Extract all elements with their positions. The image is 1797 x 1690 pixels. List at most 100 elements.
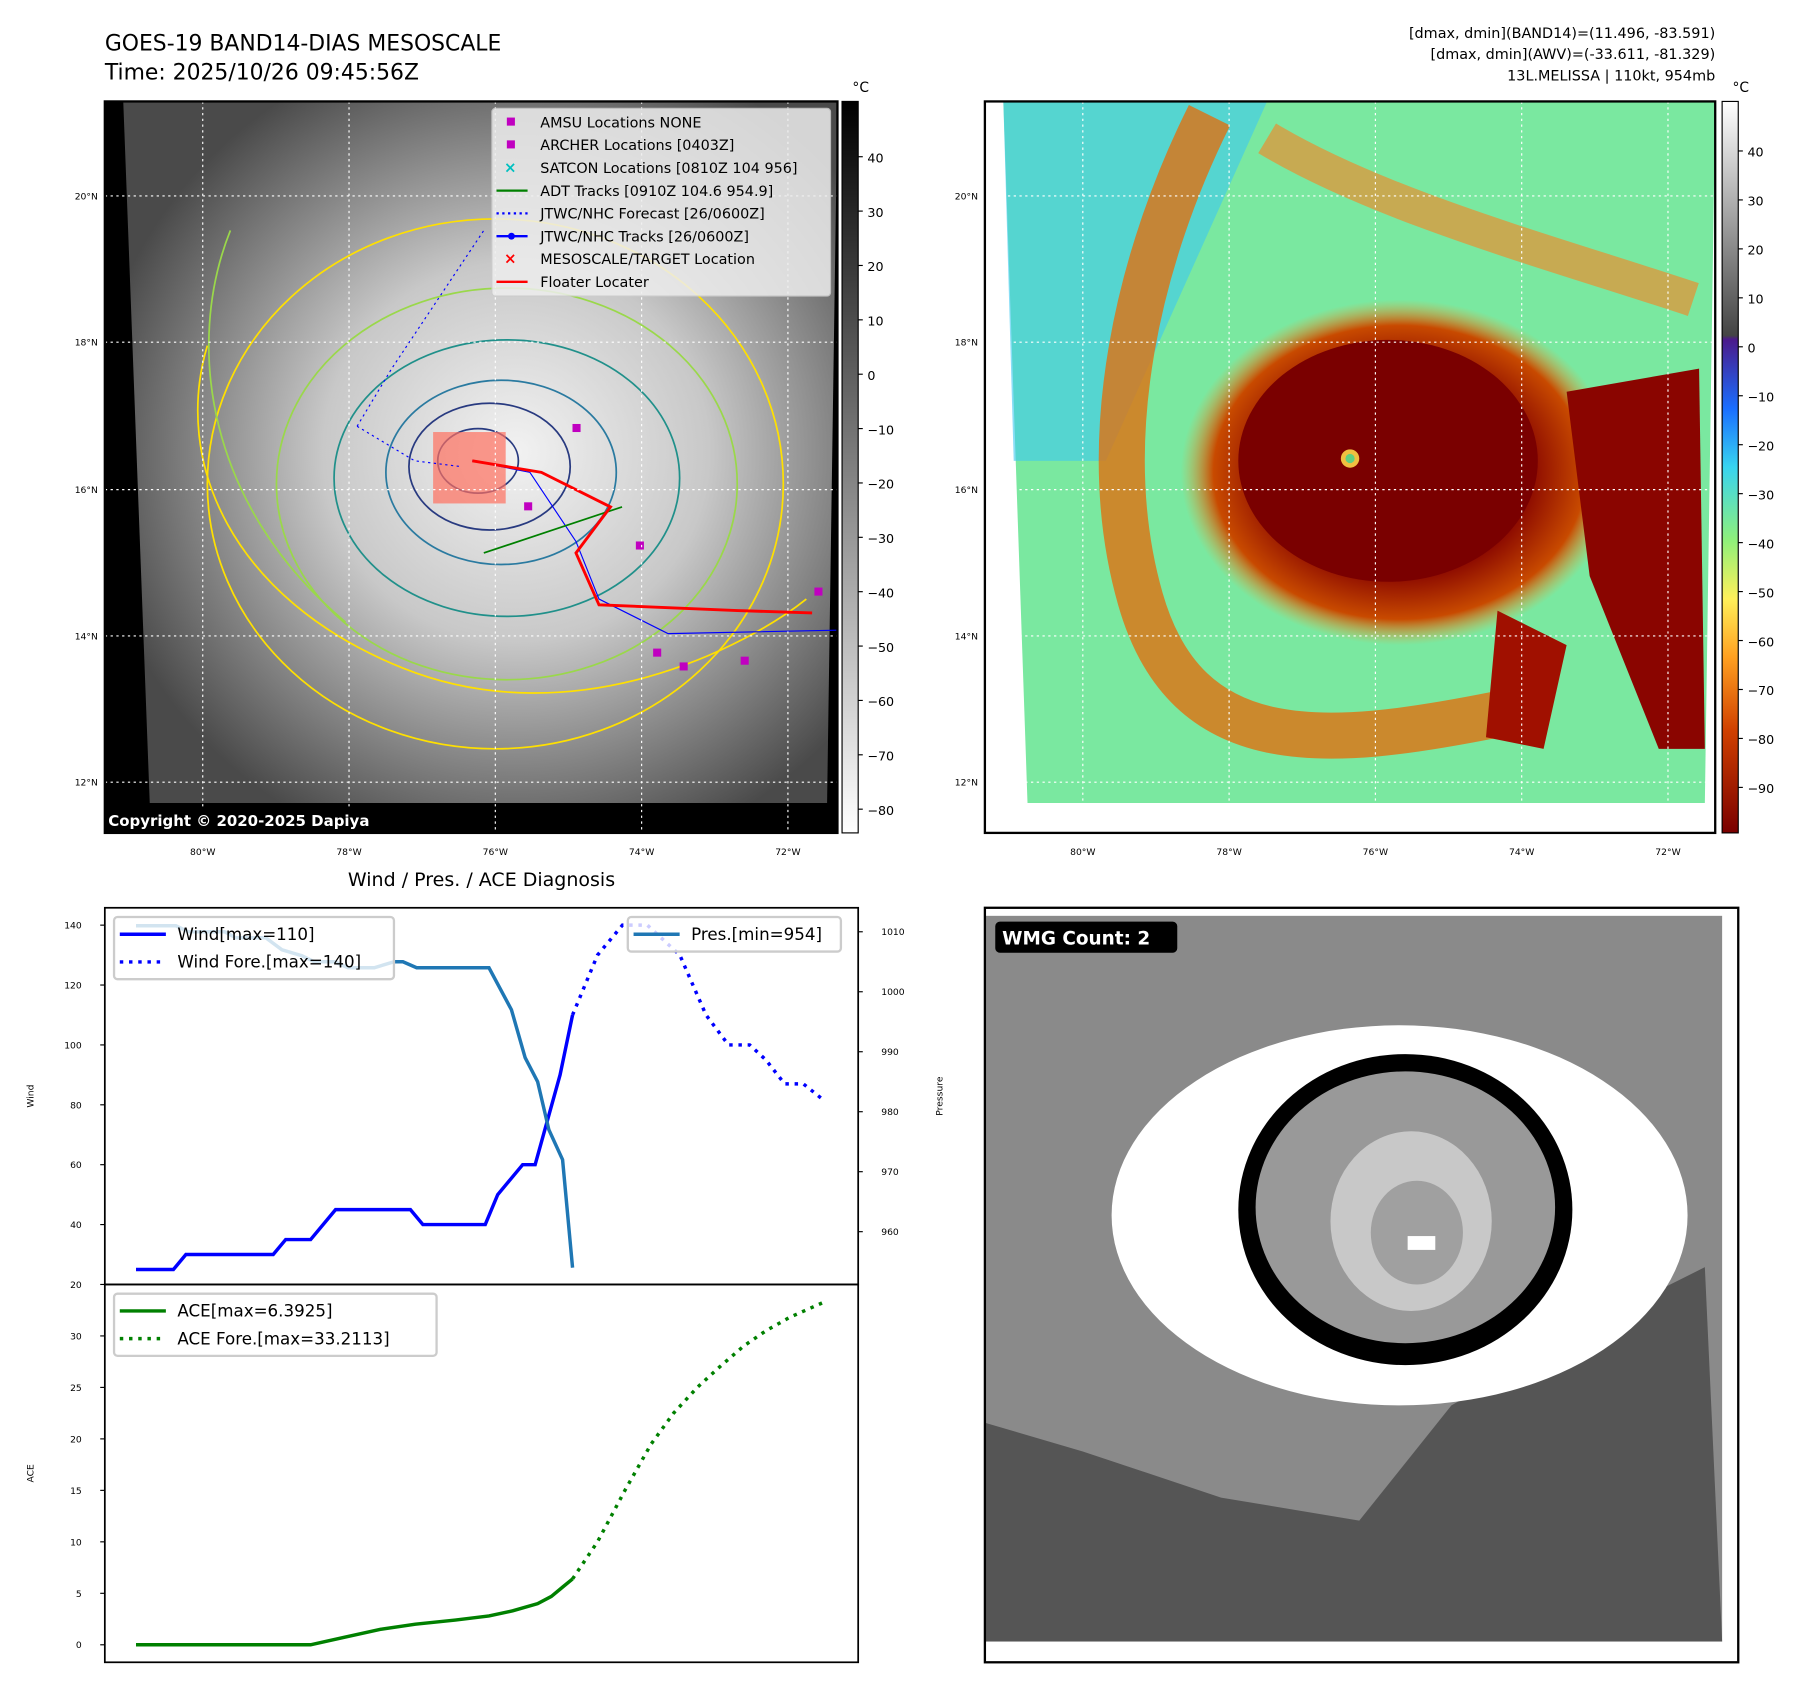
- colorbar-tick-label: −70: [867, 749, 894, 764]
- lat-label: 18°N: [955, 338, 978, 349]
- chart-legend: [626, 915, 843, 953]
- colorbar-tick-label: 30: [867, 205, 883, 220]
- legend-label: ARCHER Locations [0403Z]: [540, 138, 734, 154]
- legend-label: AMSU Locations NONE: [540, 115, 701, 131]
- colorbar-tick-label: 40: [867, 150, 883, 165]
- square-marker-icon: [506, 140, 515, 149]
- lon-label: 78°W: [336, 847, 361, 858]
- series-line-wind: [136, 1014, 575, 1272]
- colorbar-tick-label: −50: [1747, 585, 1774, 600]
- x-marker-icon: ×: [504, 158, 517, 176]
- colorbar-tick-label: −70: [1747, 683, 1774, 698]
- chart-title: Wind / Pres. / ACE Diagnosis: [348, 869, 615, 891]
- lat-label: 14°N: [75, 631, 98, 642]
- y-tick-label: 60: [70, 1160, 82, 1171]
- legend-label: JTWC/NHC Forecast [26/0600Z]: [539, 207, 764, 223]
- colorbar-left-unit: °C: [852, 80, 869, 96]
- y-tick-label: 25: [70, 1383, 82, 1394]
- y2-tick-label: 970: [881, 1167, 899, 1178]
- y2-tick-label: 980: [881, 1107, 899, 1118]
- colorbar-tick-label: 0: [1747, 341, 1755, 356]
- awv-stats: [dmax, dmin](AWV)=(-33.611, -81.329): [1430, 47, 1715, 63]
- colorbar-tick-label: −80: [867, 803, 894, 818]
- y-tick-label: 20: [70, 1434, 82, 1445]
- colorbar-tick-label: −20: [1747, 438, 1774, 453]
- y2-tick-label: 990: [881, 1047, 899, 1058]
- legend-entry: JTWC/NHC Tracks [26/0600Z]: [496, 229, 749, 245]
- awv-map-right: [983, 100, 1717, 835]
- y-tick-label: 10: [70, 1537, 82, 1548]
- colorbar-tick-label: −30: [1747, 487, 1774, 502]
- legend-label: Wind Fore.[max=140]: [177, 952, 361, 972]
- lon-label: 74°W: [629, 847, 654, 858]
- y-tick-label: 30: [70, 1331, 82, 1342]
- lon-label: 74°W: [1509, 847, 1534, 858]
- map-legend: AMSU Locations NONE ARCHER Locations [040…: [491, 107, 832, 297]
- y2-tick-label: 960: [881, 1227, 899, 1238]
- colorbar-tick-label: −10: [1747, 390, 1774, 405]
- legend-label: MESOSCALE/TARGET Location: [540, 252, 755, 268]
- series-line-ace-fore-: [571, 1301, 823, 1580]
- colorbar-tick-label: −30: [867, 531, 894, 546]
- lon-label: 76°W: [483, 847, 508, 858]
- y-tick-label: 120: [64, 980, 82, 991]
- y-axis-label: ACE: [25, 1464, 36, 1483]
- legend-label: ACE[max=6.3925]: [177, 1301, 332, 1321]
- lon-label: 72°W: [1655, 847, 1680, 858]
- lat-label: 12°N: [955, 778, 978, 789]
- colorbar-tick-label: 10: [867, 314, 883, 329]
- colorbar-tick-label: −40: [1747, 536, 1774, 551]
- colorbar-tick-label: 30: [1747, 194, 1763, 209]
- y-tick-label: 40: [70, 1220, 82, 1231]
- lon-label: 80°W: [190, 847, 215, 858]
- plot-frame-ace: [103, 1283, 860, 1664]
- legend-label: ACE Fore.[max=33.2113]: [177, 1328, 389, 1348]
- colorbar-left: [841, 100, 859, 834]
- legend-label: ADT Tracks [0910Z 104.6 954.9]: [540, 184, 773, 200]
- legend-label: Pres.[min=954]: [691, 924, 822, 944]
- colorbar-tick-label: 40: [1747, 145, 1763, 160]
- y2-tick-label: 1010: [881, 927, 905, 938]
- legend-label: Wind[max=110]: [177, 924, 314, 944]
- y2-tick-label: 1000: [881, 987, 905, 998]
- lat-label: 20°N: [75, 191, 98, 202]
- legend-label: Floater Locater: [540, 275, 649, 291]
- lon-label: 72°W: [775, 847, 800, 858]
- colorbar-tick-label: −40: [867, 585, 894, 600]
- y-tick-label: 0: [76, 1640, 82, 1651]
- copyright-label: Copyright © 2020-2025 Dapiya: [108, 812, 369, 830]
- y-tick-label: 100: [64, 1040, 82, 1051]
- y-tick-label: 15: [70, 1486, 82, 1497]
- legend-entry: Floater Locater: [496, 275, 649, 291]
- lon-label: 78°W: [1216, 847, 1241, 858]
- colorbar-tick-label: −60: [867, 694, 894, 709]
- x-marker-icon: ×: [504, 250, 517, 268]
- wind-pres-ace-chart: 20406080100120140Wind9609709809901000101…: [25, 906, 945, 1664]
- colorbar-tick-label: −50: [867, 640, 894, 655]
- series-line-wind-fore-: [570, 923, 824, 1101]
- legend-entry: AMSU Locations NONE: [506, 115, 701, 131]
- colorbar-tick-label: 20: [1747, 243, 1763, 258]
- colorbar-tick-label: 10: [1747, 292, 1763, 307]
- legend-entry: ARCHER Locations [0403Z]: [506, 138, 734, 154]
- lat-label: 18°N: [75, 338, 98, 349]
- lat-label: 20°N: [955, 191, 978, 202]
- y-tick-label: 80: [70, 1100, 82, 1111]
- legend-entry: × MESOSCALE/TARGET Location: [504, 250, 755, 269]
- lat-label: 16°N: [955, 485, 978, 496]
- y-tick-label: 20: [70, 1280, 82, 1291]
- wmg-panel: WMG Count: 2: [983, 906, 1740, 1664]
- legend-entry: × SATCON Locations [0810Z 104 956]: [504, 158, 797, 177]
- lon-label: 76°W: [1363, 847, 1388, 858]
- colorbar-tick-label: −10: [867, 422, 894, 437]
- legend-entry: JTWC/NHC Forecast [26/0600Z]: [496, 207, 765, 223]
- chart-legend: [112, 1292, 438, 1358]
- figure-title: GOES-19 BAND14-DIAS MESOSCALE: [105, 32, 502, 57]
- left-map-axes: 20°N 18°N 16°N 14°N 12°N 80°W 78°W 76°W 74°W 72°W: [75, 191, 801, 857]
- chart-legend: [112, 915, 396, 981]
- legend-entry: ADT Tracks [0910Z 104.6 954.9]: [496, 184, 773, 200]
- y-tick-label: 140: [64, 921, 82, 932]
- storm-info: 13L.MELISSA | 110kt, 954mb: [1507, 69, 1715, 85]
- colorbar-tick-label: −20: [867, 477, 894, 492]
